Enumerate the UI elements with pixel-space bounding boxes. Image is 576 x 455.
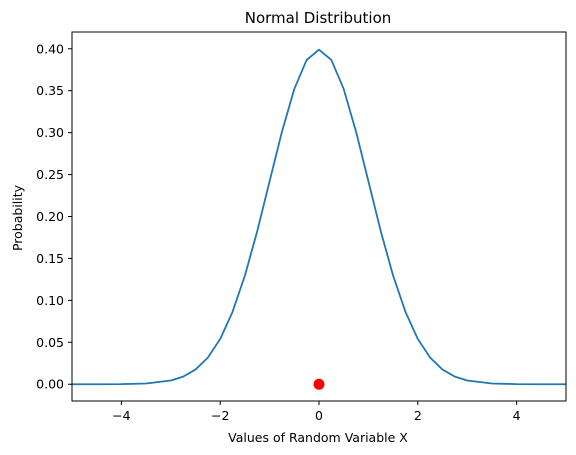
y-tick-label: 0.15 — [36, 251, 64, 266]
y-tick-label: 0.25 — [36, 167, 64, 182]
plot-frame — [71, 31, 567, 402]
x-tick-label: 4 — [513, 408, 521, 423]
y-tick-label: 0.40 — [36, 41, 64, 56]
y-axis-label: Probability — [10, 184, 25, 251]
series-line-0 — [72, 48, 566, 386]
y-tick-label: 0.05 — [36, 335, 64, 350]
x-axis: −4 −2 0 2 4 — [112, 401, 521, 423]
x-tick-label: 0 — [315, 408, 323, 423]
y-tick-label: 0.30 — [36, 125, 64, 140]
scatter-point — [313, 378, 325, 390]
x-tick-label: 2 — [414, 408, 422, 423]
y-tick-label: 0.35 — [36, 83, 64, 98]
y-axis: 0.00 0.05 0.10 0.15 0.20 0.25 0.30 0.35 0.40 — [36, 41, 72, 392]
y-tick-label: 0.00 — [36, 377, 64, 392]
plot-area — [71, 31, 567, 402]
x-tick-label: −2 — [211, 408, 229, 423]
x-tick-label: −4 — [112, 408, 130, 423]
x-axis-label: Values of Random Variable X — [228, 430, 408, 445]
y-tick-label: 0.20 — [36, 209, 64, 224]
y-tick-label: 0.10 — [36, 293, 64, 308]
chart-title: Normal Distribution — [245, 9, 392, 27]
